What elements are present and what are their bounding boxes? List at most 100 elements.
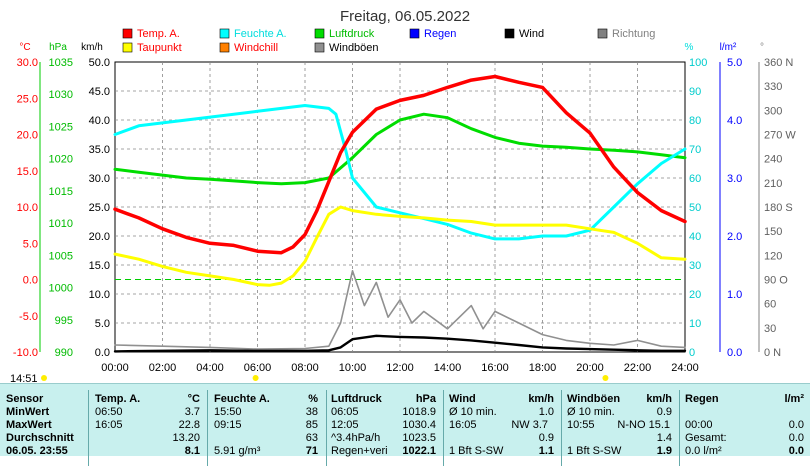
header-gust: Windböen (567, 393, 621, 405)
wind-tick-label: 30.0 (89, 173, 110, 185)
hum-tick-label: 90 (689, 86, 701, 98)
dir-tick-label: 60 (764, 299, 776, 311)
legend-label: Temp. A. (137, 28, 180, 40)
current-time-label: 14:51 (10, 373, 38, 383)
wind-tick-label: 5.0 (95, 318, 110, 330)
cell-gust-t: Ø 10 min. (567, 406, 615, 418)
cell-temp-t: 16:05 (95, 419, 123, 431)
header-rain: Regen (685, 393, 719, 405)
wind-tick-label: 0.0 (95, 347, 110, 359)
rain-tick-label: 2.0 (727, 231, 742, 243)
press-tick-label: 995 (55, 315, 73, 327)
legend-swatch (219, 28, 230, 39)
dir-tick-label: 180 S (764, 202, 793, 214)
press-tick-label: 1000 (49, 283, 73, 295)
hum-unit-label: % (685, 42, 694, 53)
dir-tick-label: 330 (764, 81, 782, 93)
hum-tick-label: 20 (689, 289, 701, 301)
cell-rain-t: Gesamt: (685, 432, 727, 444)
dir-tick-label: 30 (764, 323, 776, 335)
dir-tick-label: 210 (764, 178, 782, 190)
header-press: Luftdruck (331, 393, 382, 405)
header-wind: Wind (449, 393, 476, 405)
header-gust-unit: km/h (646, 393, 672, 405)
wind-tick-label: 25.0 (89, 202, 110, 214)
cell-press-t: 06:05 (331, 406, 359, 418)
press-tick-label: 1030 (49, 89, 73, 101)
cell-press-t: ^3.4hPa/h (331, 432, 381, 444)
timeline-strip: 14:51 (0, 372, 810, 383)
x-tick-label: 16:00 (481, 362, 509, 374)
temp-tick-label: 30.0 (17, 57, 38, 69)
legend-swatch (122, 42, 133, 53)
series-temp-a- (113, 74, 687, 255)
header-hum: Feuchte A. (214, 393, 270, 405)
rain-tick-label: 5.0 (727, 57, 742, 69)
chart-title: Freitag, 06.05.2022 (340, 8, 470, 25)
cell-press-v: 1023.5 (402, 432, 436, 444)
legend-label: Taupunkt (137, 42, 182, 54)
hum-tick-label: 100 (689, 57, 707, 69)
cell-gust-v: 1.4 (656, 432, 672, 444)
temp-tick-label: 0.0 (23, 275, 38, 287)
legend-swatch (314, 28, 325, 39)
rain-tick-label: 1.0 (727, 289, 742, 301)
header-press-unit: hPa (415, 393, 436, 405)
hum-tick-label: 30 (689, 260, 701, 272)
cell-hum-v: 63 (305, 432, 318, 444)
cell-gust-v: 1.9 (656, 445, 672, 457)
legend-swatch (314, 42, 325, 53)
dir-tick-label: 360 N (764, 57, 793, 69)
temp-tick-label: 15.0 (17, 166, 38, 178)
series-wind (113, 334, 687, 353)
cell-wind-v: 1.0 (538, 406, 554, 418)
rain-tick-label: 3.0 (727, 173, 742, 185)
dir-tick-label: 150 (764, 226, 782, 238)
dir-unit-label: ° (760, 42, 764, 53)
cell-hum-v: 38 (305, 406, 318, 418)
cell-rain-t: 00:00 (685, 419, 713, 431)
cell-gust-t: 10:55 (567, 419, 595, 431)
row-label: 06.05. 23:55 (6, 445, 68, 457)
cell-wind-t: 16:05 (449, 419, 477, 431)
legend-swatch (409, 28, 420, 39)
temp-unit-label: °C (19, 42, 30, 53)
cell-hum-t: 15:50 (214, 406, 242, 418)
x-tick-label: 02:00 (149, 362, 177, 374)
wind-tick-label: 50.0 (89, 57, 110, 69)
wind-tick-label: 10.0 (89, 289, 110, 301)
cell-rain-v: 0.0 (788, 419, 804, 431)
cell-temp-v: 8.1 (184, 445, 200, 457)
press-unit-label: hPa (49, 42, 67, 53)
cell-wind-t: 1 Bft S-SW (449, 445, 504, 457)
cell-hum-v: 85 (305, 419, 318, 431)
press-tick-label: 1005 (49, 250, 73, 262)
legend-swatch (122, 28, 133, 39)
cell-wind-m: NW 3.7 (511, 419, 548, 431)
dir-tick-label: 90 O (764, 275, 788, 287)
legend-swatch (219, 42, 230, 53)
hum-tick-label: 50 (689, 202, 701, 214)
legend-swatch (597, 28, 608, 39)
header-temp-unit: °C (187, 393, 200, 405)
x-tick-label: 24:00 (671, 362, 699, 374)
legend-label: Wind (519, 28, 544, 40)
column-separator (326, 390, 327, 466)
cell-press-v: 1030.4 (402, 419, 436, 431)
timeline-background (0, 372, 810, 383)
rain-unit-label: l/m² (720, 42, 737, 53)
x-tick-label: 04:00 (196, 362, 224, 374)
wind-tick-label: 35.0 (89, 144, 110, 156)
cell-rain-v: 0.0 (788, 432, 804, 444)
legend-swatch (504, 28, 515, 39)
chart-legend: Temp. A. Taupunkt Feuchte A. Windchill Luftd… (122, 28, 655, 54)
cell-gust-m: N-NO 15.1 (617, 419, 670, 431)
cell-press-t: Regen+veri (331, 445, 388, 457)
row-label: Durchschnitt (6, 432, 74, 444)
series-windb-en (114, 269, 686, 350)
column-separator (207, 390, 208, 466)
header-hum-unit: % (308, 393, 318, 405)
legend-label: Feuchte A. (234, 28, 287, 40)
x-tick-label: 08:00 (291, 362, 319, 374)
legend-label: Windchill (234, 42, 278, 54)
